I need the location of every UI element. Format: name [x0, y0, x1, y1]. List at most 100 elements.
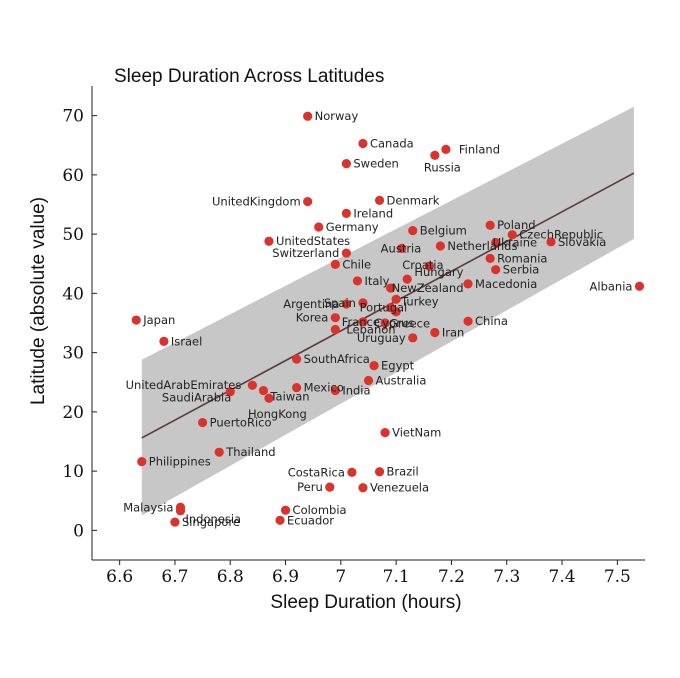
- point-croatia: [402, 274, 412, 284]
- point-label-unitedkingdom: UnitedKingdom: [212, 195, 301, 209]
- point-label-venezuela: Venezuela: [370, 481, 429, 495]
- point-switzerland: [341, 248, 351, 258]
- point-label-serbia: Serbia: [503, 263, 540, 277]
- point-label-sweden: Sweden: [353, 157, 398, 171]
- point-egypt: [369, 361, 379, 371]
- y-tick-label: 70: [62, 107, 84, 127]
- point-label-unitedstates: UnitedStates: [276, 234, 350, 248]
- point-philippines: [137, 457, 147, 467]
- point-mexico: [292, 382, 302, 393]
- y-tick-label: 60: [62, 166, 84, 186]
- point-label-australia: Australia: [376, 373, 427, 387]
- point-label-lebanon: Lebanon: [346, 323, 395, 337]
- x-tick-label: 7.3: [493, 567, 520, 587]
- point-hongkong: [264, 393, 274, 403]
- point-label-saudiarabia: SaudiArabia: [162, 391, 231, 405]
- point-label-belgium: Belgium: [420, 224, 467, 238]
- point-serbia: [491, 265, 501, 275]
- point-brazil: [374, 467, 385, 477]
- point-label-macedonia: Macedonia: [475, 277, 537, 291]
- point-label-argentina: Argentina: [283, 297, 339, 311]
- point-label-southafrica: SouthAfrica: [304, 352, 370, 366]
- point-label-norway: Norway: [315, 109, 359, 123]
- y-axis-label: Latitude (absolute value): [28, 197, 49, 405]
- point-newzealand: [386, 283, 396, 293]
- point-label-france: France: [342, 315, 380, 329]
- point-label-cyprus: Cyprus: [374, 316, 414, 330]
- point-label-chile: Chile: [342, 257, 371, 271]
- point-label-malaysia: Malaysia: [123, 500, 173, 514]
- point-austria: [397, 243, 407, 253]
- point-slovakia: [546, 237, 556, 247]
- point-russia: [430, 150, 440, 160]
- point-korea: [330, 313, 340, 323]
- point-label-india: India: [342, 384, 370, 398]
- point-chile: [330, 259, 340, 269]
- point-thailand: [214, 447, 224, 457]
- point-label-colombia: Colombia: [293, 503, 347, 517]
- point-india: [330, 385, 340, 396]
- point-ukraine: [491, 237, 501, 248]
- point-indonesia: [175, 506, 186, 516]
- point-japan: [131, 315, 141, 325]
- point-label-austria: Austria: [381, 241, 422, 255]
- point-costarica: [347, 467, 357, 477]
- point-label-slovakia: Slovakia: [558, 235, 606, 249]
- point-labels: Norway Canada Finland Russia Sweden UnitedKin…: [123, 109, 632, 529]
- data-points: [131, 111, 645, 527]
- point-greece: [391, 307, 401, 317]
- point-label-vietnam: VietNam: [392, 426, 441, 440]
- point-label-iran: Iran: [442, 325, 464, 339]
- point-singapore: [170, 517, 180, 527]
- point-label-puertorico: PuertoRico: [210, 416, 272, 430]
- point-puertorico: [198, 417, 208, 428]
- point-china: [463, 316, 473, 326]
- y-tick-label: 10: [62, 462, 84, 482]
- x-tick-label: 7: [335, 567, 346, 587]
- point-unitedarabemirates: [247, 380, 257, 390]
- point-label-spain: Spain: [324, 296, 356, 310]
- point-argentina: [341, 299, 351, 309]
- point-label-japan: Japan: [142, 313, 175, 327]
- y-tick-label: 20: [62, 403, 84, 423]
- x-axis-label: Sleep Duration (hours): [270, 592, 461, 613]
- point-label-costarica: CostaRica: [288, 465, 345, 479]
- point-label-taiwan: Taiwan: [269, 390, 309, 404]
- point-label-albania: Albania: [590, 279, 633, 293]
- point-label-ecuador: Ecuador: [287, 513, 334, 527]
- x-tick-label: 6.6: [106, 567, 133, 587]
- point-label-poland: Poland: [497, 218, 535, 232]
- point-cyprus: [380, 318, 390, 328]
- point-label-greece: Greece: [389, 317, 430, 331]
- point-hungary: [424, 261, 434, 271]
- point-peru: [325, 482, 335, 492]
- point-norway: [303, 111, 313, 121]
- point-label-egypt: Egypt: [381, 359, 415, 373]
- point-label-canada: Canada: [370, 136, 414, 150]
- point-belgium: [408, 225, 418, 236]
- x-tick-label: 7.5: [604, 567, 631, 587]
- point-label-ukraine: Ukraine: [493, 235, 537, 249]
- point-italy: [352, 276, 363, 286]
- point-label-thailand: Thailand: [225, 445, 275, 459]
- point-ecuador: [275, 515, 285, 525]
- point-label-philippines: Philippines: [149, 455, 211, 469]
- point-label-switzerland: Switzerland: [272, 246, 339, 260]
- point-turkey: [391, 294, 401, 304]
- point-label-russia: Russia: [424, 160, 461, 174]
- point-label-denmark: Denmark: [387, 193, 440, 207]
- point-ireland: [341, 208, 351, 218]
- point-label-unitedarabemirates: UnitedArabEmirates: [126, 378, 242, 392]
- point-israel: [159, 336, 169, 346]
- x-tick-label: 6.7: [161, 567, 188, 587]
- point-label-hongkong: HongKong: [248, 407, 307, 421]
- point-label-portugal: Portugal: [360, 301, 408, 315]
- point-australia: [363, 375, 374, 386]
- point-label-singapore: Singapore: [182, 515, 240, 529]
- point-iran: [430, 327, 440, 338]
- point-label-brazil: Brazil: [387, 465, 419, 479]
- point-venezuela: [358, 483, 368, 493]
- point-label-czechrepublic: CzechRepublic: [519, 228, 603, 242]
- point-label-peru: Peru: [297, 480, 323, 494]
